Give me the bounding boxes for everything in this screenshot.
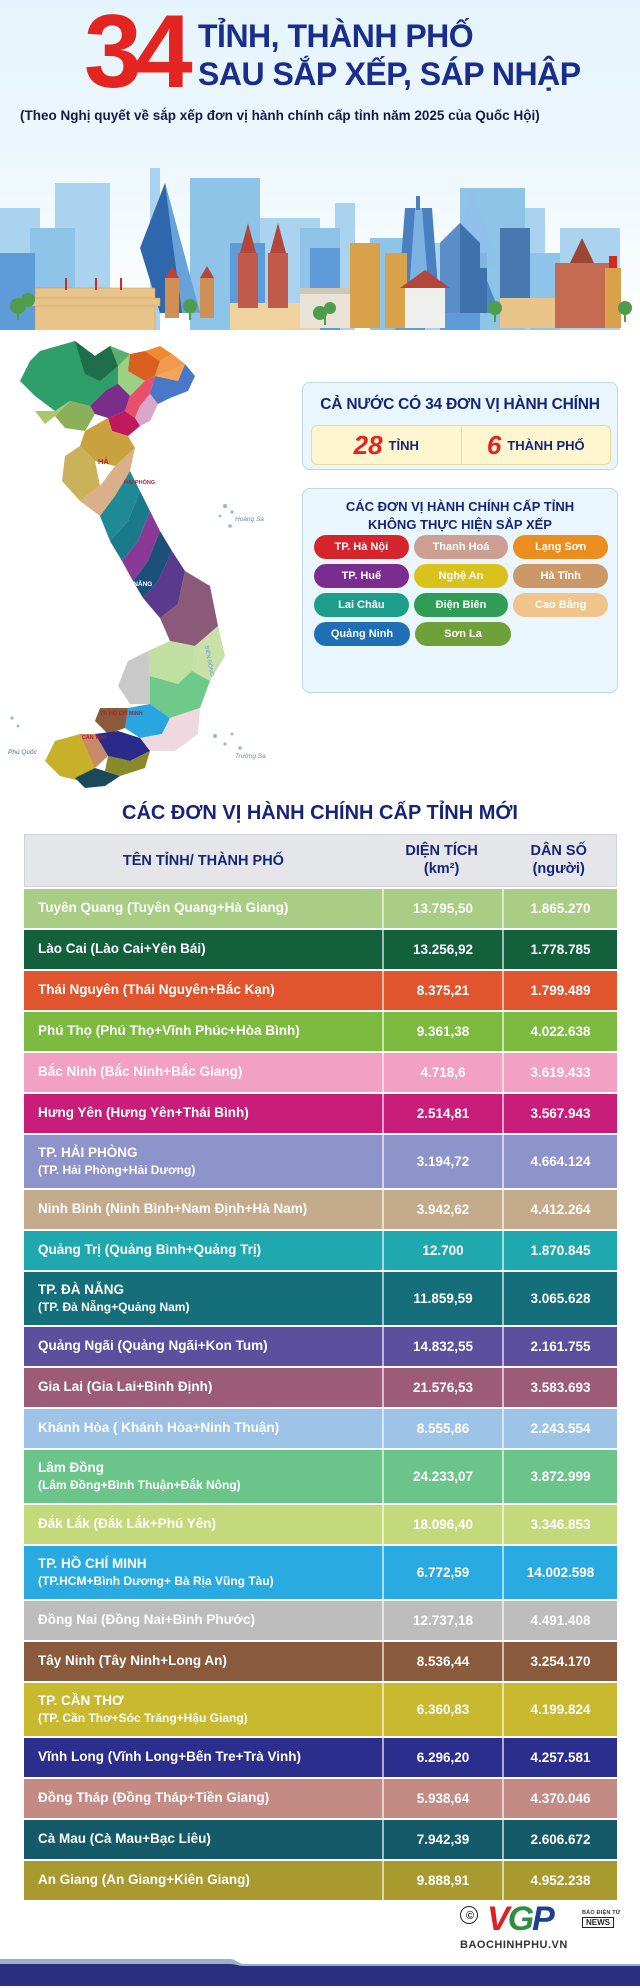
svg-text:ĐÀ NẴNG: ĐÀ NẴNG bbox=[122, 579, 152, 588]
svg-text:HÀ: HÀ bbox=[98, 457, 109, 466]
svg-text:TP. HỒ CHÍ MINH: TP. HỒ CHÍ MINH bbox=[100, 709, 143, 717]
svg-text:Trường Sa: Trường Sa bbox=[235, 753, 266, 760]
svg-text:CẦN THƠ: CẦN THƠ bbox=[82, 734, 107, 741]
svg-text:Phú Quốc: Phú Quốc bbox=[8, 748, 38, 756]
svg-text:HẢI PHÒNG: HẢI PHÒNG bbox=[124, 478, 155, 486]
svg-text:Hoàng Sa: Hoàng Sa bbox=[235, 516, 264, 523]
